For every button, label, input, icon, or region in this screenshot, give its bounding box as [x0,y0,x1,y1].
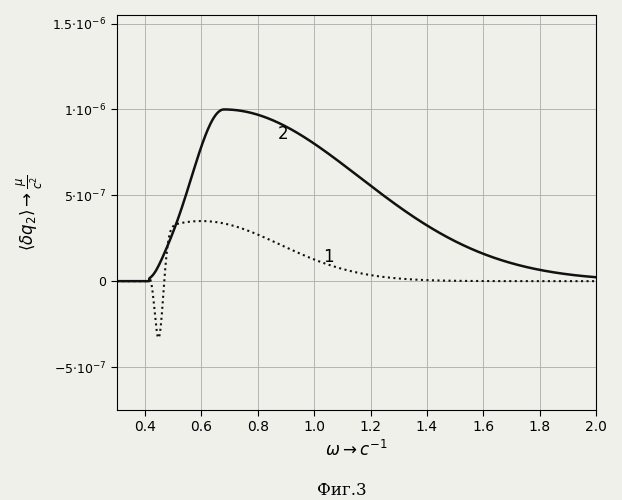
Y-axis label: $\langle\delta q_2\rangle \rightarrow \frac{\mu}{c^2}$: $\langle\delta q_2\rangle \rightarrow \f… [15,174,45,250]
Text: 2: 2 [277,124,288,142]
Text: 1: 1 [323,248,333,266]
X-axis label: $\omega \rightarrow c^{-1}$: $\omega \rightarrow c^{-1}$ [325,440,388,460]
Text: Фиг.3: Фиг.3 [317,482,367,499]
